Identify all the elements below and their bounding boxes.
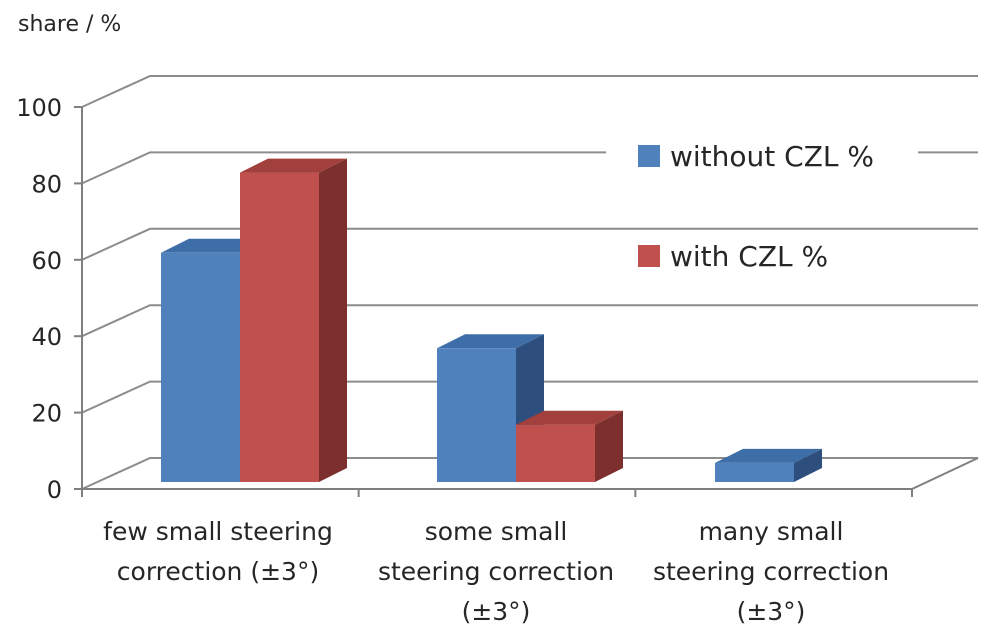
bar-front — [715, 462, 794, 482]
y-axis-label: share / % — [18, 12, 121, 37]
legend: without CZL % with CZL % — [606, 140, 918, 273]
bar-front — [161, 252, 240, 482]
gridline-20 — [81, 380, 978, 414]
y-tick-label: 80 — [31, 170, 62, 198]
bar-top — [715, 448, 822, 463]
bar-without-czl-3 — [715, 448, 822, 482]
gridlines — [74, 75, 979, 497]
y-tick-label: 100 — [16, 94, 62, 122]
category-label: (±3°) — [462, 597, 531, 626]
category-label: correction (±3°) — [117, 557, 319, 586]
gridline-0 — [81, 457, 978, 490]
category-label: (±3°) — [737, 597, 806, 626]
category-label: steering correction — [378, 557, 614, 586]
legend-label: without CZL % — [670, 140, 874, 173]
category-label: many small — [699, 517, 844, 546]
gridline-60 — [81, 227, 978, 261]
bar-top — [437, 334, 544, 349]
bar-side — [319, 158, 347, 482]
y-tick-label: 40 — [31, 323, 62, 351]
bar-front — [240, 172, 319, 482]
legend-label: with CZL % — [670, 240, 828, 273]
bar-side — [794, 448, 822, 482]
y-tick-labels: 0 20 40 60 80 100 — [16, 94, 62, 504]
bar-side — [595, 410, 623, 482]
legend-swatch — [638, 145, 660, 167]
gridline-100 — [81, 75, 978, 108]
bar-with-czl-1 — [240, 158, 347, 482]
gridline-40 — [81, 304, 978, 338]
y-tick-label: 0 — [47, 476, 62, 504]
bar-top — [240, 158, 347, 173]
y-tick-label: 20 — [31, 400, 62, 428]
legend-swatch — [638, 245, 660, 267]
y-tick-label: 60 — [31, 247, 62, 275]
category-labels: few small steering correction (±3°) some s… — [103, 517, 889, 626]
category-label: some small — [425, 517, 568, 546]
category-label: steering correction — [653, 557, 889, 586]
bar-top — [516, 410, 623, 425]
bar-with-czl-2 — [516, 410, 623, 482]
bar-front — [437, 348, 516, 482]
category-label: few small steering — [103, 517, 333, 546]
bar-front — [516, 424, 595, 482]
bars — [161, 158, 822, 482]
